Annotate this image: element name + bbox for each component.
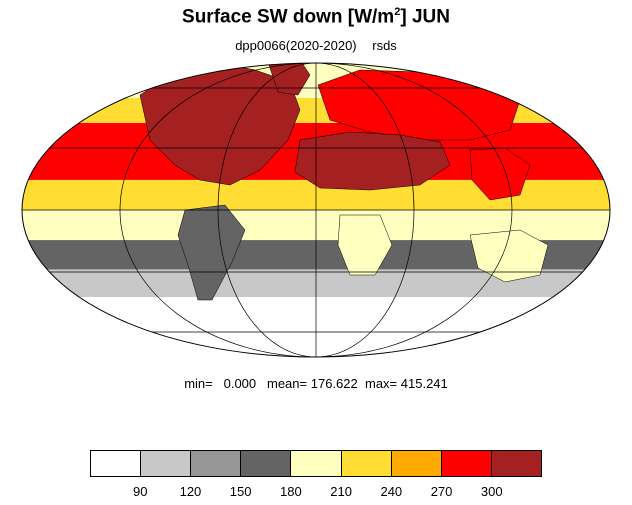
globe-outline (21, 62, 611, 358)
map-subtitle: dpp0066(2020-2020) rsds (0, 38, 632, 53)
colorbar-bin (441, 451, 492, 476)
min-label: min= (184, 376, 213, 391)
colorbar-labels: 90 120 150 180 210 240 270 300 (90, 484, 542, 502)
title-text: Surface SW down [W/m (182, 6, 395, 28)
max-value: 415.241 (400, 376, 448, 391)
colorbar-tick-label: 210 (330, 484, 352, 499)
map-title: Surface SW down [W/m2] JUN (0, 6, 632, 28)
mean-value: 176.622 (310, 376, 358, 391)
stats-line: min= 0.000 mean= 176.622 max= 415.241 (0, 376, 632, 391)
mean-label: mean= (267, 376, 308, 391)
region-eurasia (317, 69, 521, 141)
title-tail: ] JUN (400, 6, 450, 28)
meridian-120-ellipse (119, 63, 513, 357)
region-south-america (177, 204, 246, 301)
colorbar-bin (241, 451, 292, 476)
colorbar-tick-label: 270 (430, 484, 453, 499)
colorbar-bin (91, 451, 142, 476)
regional-patches (139, 63, 549, 301)
region-north-america (139, 63, 301, 186)
colorbar-tick-label: 90 (132, 484, 148, 499)
experiment-label: dpp0066(2020-2020) (235, 38, 357, 53)
colorbar-tick-label: 180 (280, 484, 302, 499)
map-field (22, 63, 610, 357)
colorbar-bin (491, 451, 541, 476)
colorbar-bin (191, 451, 242, 476)
title-superscript: 2 (394, 6, 401, 18)
colorbar-tick-label: 150 (229, 484, 252, 499)
meridian-60-ellipse (217, 63, 415, 357)
colorbar-bin (291, 451, 342, 476)
colorbar-tick-label: 300 (480, 484, 503, 499)
colorbar-tick-label: 240 (380, 484, 403, 499)
colorbar (90, 450, 542, 477)
region-australia (469, 229, 549, 283)
region-greenland (267, 63, 311, 96)
min-value: 0.000 (223, 376, 257, 391)
variable-label: rsds (372, 38, 397, 53)
colorbar-bin (341, 451, 392, 476)
max-label: max= (364, 376, 398, 391)
colorbar-tick-label: 120 (179, 484, 202, 499)
colorbar-bin (391, 451, 442, 476)
colorbar-bin (141, 451, 192, 476)
region-southern-africa (337, 214, 393, 276)
